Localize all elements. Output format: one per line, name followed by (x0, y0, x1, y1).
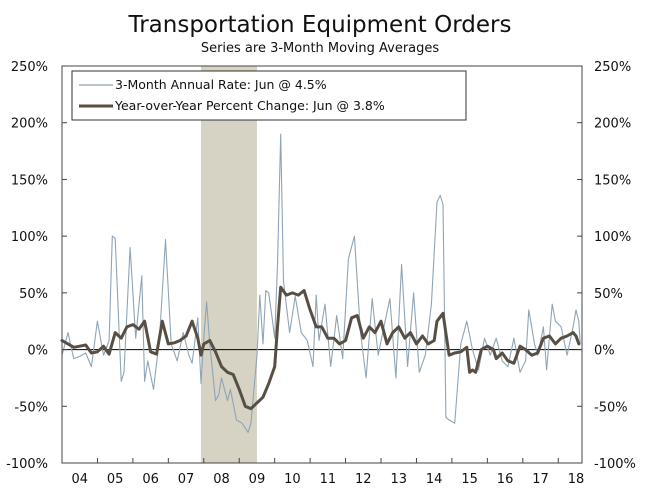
y-tick-label-right: 0% (594, 344, 615, 359)
chart-title: Transportation Equipment Orders (128, 12, 512, 38)
x-tick-label: 11 (320, 472, 337, 487)
x-tick-label: 12 (355, 472, 372, 487)
plot-frame (61, 65, 583, 464)
legend-label-yoy-change: Year-over-Year Percent Change: Jun @ 3.8… (114, 98, 385, 113)
y-tick-label-right: 50% (594, 287, 623, 302)
y-tick-label-right: 250% (594, 60, 631, 75)
legend: 3-Month Annual Rate: Jun @ 4.5% Year-ove… (71, 70, 467, 121)
x-tick-label: 10 (284, 472, 301, 487)
y-tick-label-left: 100% (11, 230, 48, 245)
y-tick-label-right: 150% (594, 173, 631, 188)
y-tick-label-right: -100% (594, 457, 636, 472)
recession-band-layer (200, 66, 257, 463)
x-tick-label: 16 (497, 472, 514, 487)
series-line-yoy-change (60, 285, 581, 411)
x-tick-label: 18 (568, 472, 585, 487)
x-tick-label: 07 (178, 472, 195, 487)
x-tick-label: 15 (461, 472, 478, 487)
x-tick-label: 05 (107, 472, 124, 487)
recession-band (200, 66, 257, 463)
y-tick-label-right: 200% (594, 117, 631, 132)
y-tick-label-left: 50% (19, 287, 48, 302)
y-tick-label-left: -50% (14, 400, 48, 415)
y-tick-label-left: -100% (6, 457, 48, 472)
x-tick-label: 09 (249, 472, 266, 487)
legend-label-annual-rate: 3-Month Annual Rate: Jun @ 4.5% (115, 77, 327, 92)
y-tick-label-left: 250% (11, 60, 48, 75)
axes-layer: 250% 250%200% 200%150% 150%100% 100%50% 50%0%… (6, 60, 636, 487)
y-tick-label-left: 0% (27, 344, 48, 359)
series-line-annual-rate (61, 133, 581, 433)
x-tick-label: 04 (71, 472, 88, 487)
chart-subtitle: Series are 3-Month Moving Averages (201, 41, 440, 56)
y-tick-label-left: 200% (11, 117, 48, 132)
y-tick-label-right: 100% (594, 230, 631, 245)
y-tick-label-left: 150% (11, 173, 48, 188)
x-tick-label: 08 (213, 472, 230, 487)
series-layer (60, 133, 581, 433)
y-tick-label-right: -50% (594, 400, 628, 415)
x-tick-label: 17 (532, 472, 549, 487)
x-tick-label: 13 (390, 472, 407, 487)
x-tick-label: 14 (426, 472, 443, 487)
legend-box (71, 70, 467, 121)
x-tick-label: 06 (142, 472, 159, 487)
